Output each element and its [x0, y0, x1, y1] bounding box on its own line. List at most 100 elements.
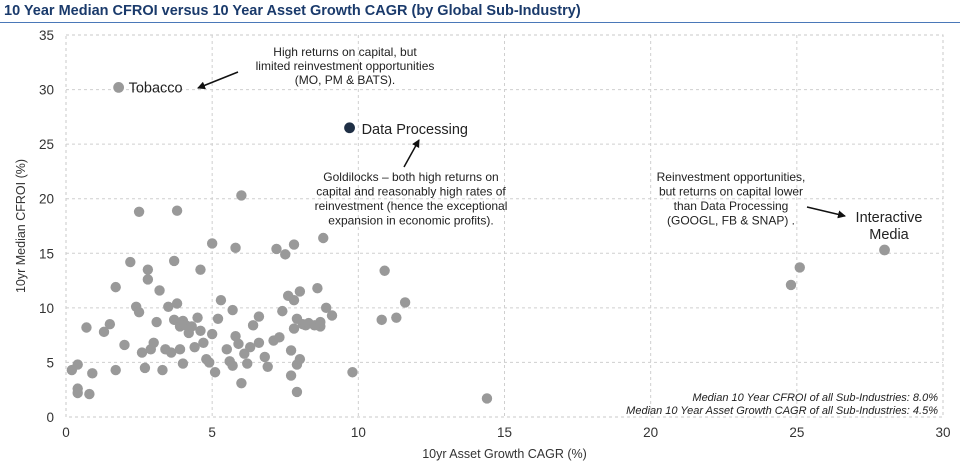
- data-point: [81, 322, 92, 333]
- data-point: [262, 361, 273, 372]
- data-point: [72, 359, 83, 370]
- tobacco-point: [113, 81, 125, 93]
- tobacco-annotation-line: limited reinvestment opportunities: [256, 59, 435, 73]
- data-point: [215, 295, 227, 306]
- data-point: [285, 345, 297, 356]
- y-axis-label: 10yr Median CFROI (%): [14, 159, 28, 293]
- data-point: [312, 283, 323, 294]
- tobacco-annotation-line: (MO, PM & BATS).: [295, 73, 395, 87]
- y-tick-label: 0: [46, 410, 54, 425]
- data-point: [198, 337, 209, 348]
- data-point: [227, 360, 238, 371]
- data-point: [271, 243, 282, 255]
- data-point: [171, 205, 183, 216]
- data-point: [236, 377, 247, 389]
- y-tick-label: 15: [39, 246, 54, 261]
- data-point: [110, 281, 121, 293]
- data-point: [318, 232, 329, 244]
- interactive-media-point: [879, 244, 890, 256]
- data-point: [280, 249, 291, 260]
- data-point: [242, 358, 253, 369]
- median-cfroi-note: Median 10 Year CFROI of all Sub-Industri…: [692, 392, 938, 404]
- data-point: [326, 310, 338, 321]
- data-point: [230, 242, 241, 254]
- data-point: [189, 341, 200, 353]
- data-point: [274, 332, 285, 343]
- data-point: [288, 323, 300, 334]
- y-tick-label: 10: [39, 301, 54, 316]
- data-point: [151, 316, 162, 328]
- data-point: [119, 339, 130, 351]
- x-tick-label: 0: [62, 425, 70, 440]
- y-tick-label: 25: [39, 137, 54, 152]
- data-point: [195, 264, 206, 275]
- media-annotation-line: Reinvestment opportunities,: [657, 170, 806, 184]
- data-point: [171, 298, 183, 309]
- data-point: [174, 344, 186, 355]
- goldilocks-arrow: [403, 139, 420, 168]
- y-tick-label: 5: [46, 355, 54, 370]
- y-tick-label: 20: [39, 192, 54, 207]
- data-point: [177, 358, 189, 369]
- data-point: [315, 316, 326, 328]
- data-point: [259, 351, 270, 363]
- data-point: [142, 274, 154, 285]
- data-point: [98, 326, 110, 338]
- data-point: [209, 367, 221, 378]
- goldilocks-annotation-line: capital and reasonably high rates of: [316, 185, 506, 199]
- data-point: [110, 364, 121, 376]
- data-point: [399, 297, 411, 308]
- data-point: [785, 279, 797, 291]
- tobacco-arrow: [197, 71, 239, 90]
- goldilocks-annotation-line: reinvestment (hence the exceptional: [315, 199, 508, 213]
- data-point: [142, 264, 154, 275]
- annotations: Tobacco Data Processing High returns on ca…: [129, 45, 939, 417]
- y-tick-label: 30: [39, 83, 54, 98]
- data-point: [104, 319, 116, 330]
- data-point: [133, 206, 145, 218]
- grid: [65, 34, 944, 418]
- data-point: [87, 368, 98, 379]
- axes: 0 5 10 15 20 25 30 35 0 5 10 15 20 25 30 10yr Asset Gro…: [14, 28, 951, 461]
- media-annotation-line: (GOOGL, FB & SNAP) .: [667, 214, 795, 228]
- data-point: [133, 307, 145, 318]
- x-tick-label: 20: [643, 425, 658, 440]
- media-annotation-line: than Data Processing: [674, 199, 789, 213]
- x-tick-label: 10: [351, 425, 366, 440]
- data-point: [192, 312, 203, 323]
- median-growth-note: Median 10 Year Asset Growth CAGR of all …: [626, 405, 938, 417]
- data-point: [163, 301, 174, 312]
- goldilocks-annotation-line: expansion in economic profits).: [328, 214, 493, 228]
- media-annotation-line: but returns on capital lower: [659, 185, 803, 199]
- x-tick-label: 25: [789, 425, 804, 440]
- interactive-media-label-line: Interactive: [856, 210, 923, 226]
- data-processing-point: [344, 122, 355, 134]
- data-point: [186, 321, 197, 332]
- data-point: [253, 311, 265, 322]
- data-point: [288, 295, 300, 306]
- data-point: [212, 313, 224, 324]
- tobacco-label: Tobacco: [129, 80, 183, 96]
- data-point: [84, 388, 95, 400]
- data-point: [206, 238, 218, 249]
- data-point: [154, 285, 165, 296]
- data-point: [288, 239, 300, 250]
- data-point: [376, 314, 387, 326]
- tobacco-annotation-line: High returns on capital, but: [273, 45, 417, 59]
- data-point: [253, 337, 265, 348]
- data-point: [72, 387, 83, 399]
- data-point: [139, 362, 151, 374]
- goldilocks-annotation-line: Goldilocks – both high returns on: [323, 170, 498, 184]
- data-point: [233, 338, 244, 350]
- data-point: [206, 328, 218, 340]
- data-point: [125, 256, 136, 268]
- data-point: [221, 344, 232, 355]
- data-point: [148, 337, 159, 348]
- data-processing-label: Data Processing: [362, 122, 468, 138]
- title-rule: [0, 22, 960, 23]
- data-point: [236, 190, 247, 201]
- data-point: [277, 305, 288, 317]
- data-point: [168, 255, 180, 267]
- data-point: [244, 341, 256, 353]
